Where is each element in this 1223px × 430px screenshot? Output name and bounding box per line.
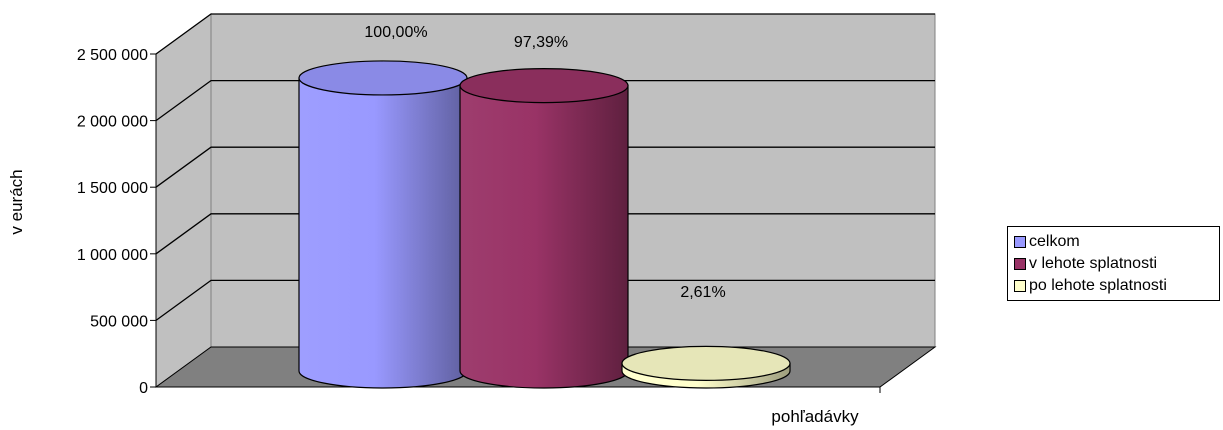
y-tick-label: 1 000 000 (77, 247, 148, 264)
y-tick-label: 2 000 000 (77, 114, 148, 131)
legend-label: v lehote splatnosti (1029, 255, 1158, 272)
y-tick-label: 500 000 (90, 313, 148, 330)
legend: celkom v lehote splatnosti po lehote splat… (1007, 226, 1220, 301)
side-wall (155, 13, 212, 388)
y-tick-label: 0 (139, 380, 148, 397)
gridline (155, 13, 935, 55)
bar-po-lehote-splatnosti (621, 345, 791, 389)
data-label: 2,61% (680, 284, 725, 301)
gridline (155, 213, 935, 255)
y-tick-label: 2 500 000 (77, 47, 148, 64)
gridline (155, 79, 935, 122)
axes: 0 500 000 1 000 000 1 500 000 2 000 000 2 500… (77, 47, 881, 397)
bar-body (298, 77, 468, 389)
gridline (155, 146, 935, 188)
legend-label: po lehote splatnosti (1029, 277, 1167, 294)
bar-top (298, 60, 468, 96)
gridlines (155, 13, 935, 321)
bar-top (621, 345, 791, 381)
gridline (155, 279, 935, 321)
legend-swatch (1014, 236, 1026, 248)
bar-celkom (298, 60, 468, 389)
data-label: 100,00% (364, 24, 427, 41)
legend-item: celkom (1014, 232, 1080, 252)
legend-item: v lehote splatnosti (1014, 254, 1157, 274)
bar-top (459, 68, 629, 104)
legend-swatch (1014, 280, 1026, 292)
y-axis-title: v eurách (7, 169, 26, 234)
y-tick-label: 1 500 000 (77, 180, 148, 197)
data-label: 97,39% (514, 34, 568, 51)
labels: 100,00% 97,39% 2,61% (364, 24, 725, 301)
x-axis-title: pohľadávky (771, 407, 859, 426)
legend-swatch (1014, 258, 1026, 270)
bar-body (459, 85, 629, 389)
bar-v-lehote-splatnosti (459, 68, 629, 389)
legend-label: celkom (1029, 233, 1080, 250)
bars (298, 60, 791, 389)
legend-item: po lehote splatnosti (1014, 276, 1167, 296)
